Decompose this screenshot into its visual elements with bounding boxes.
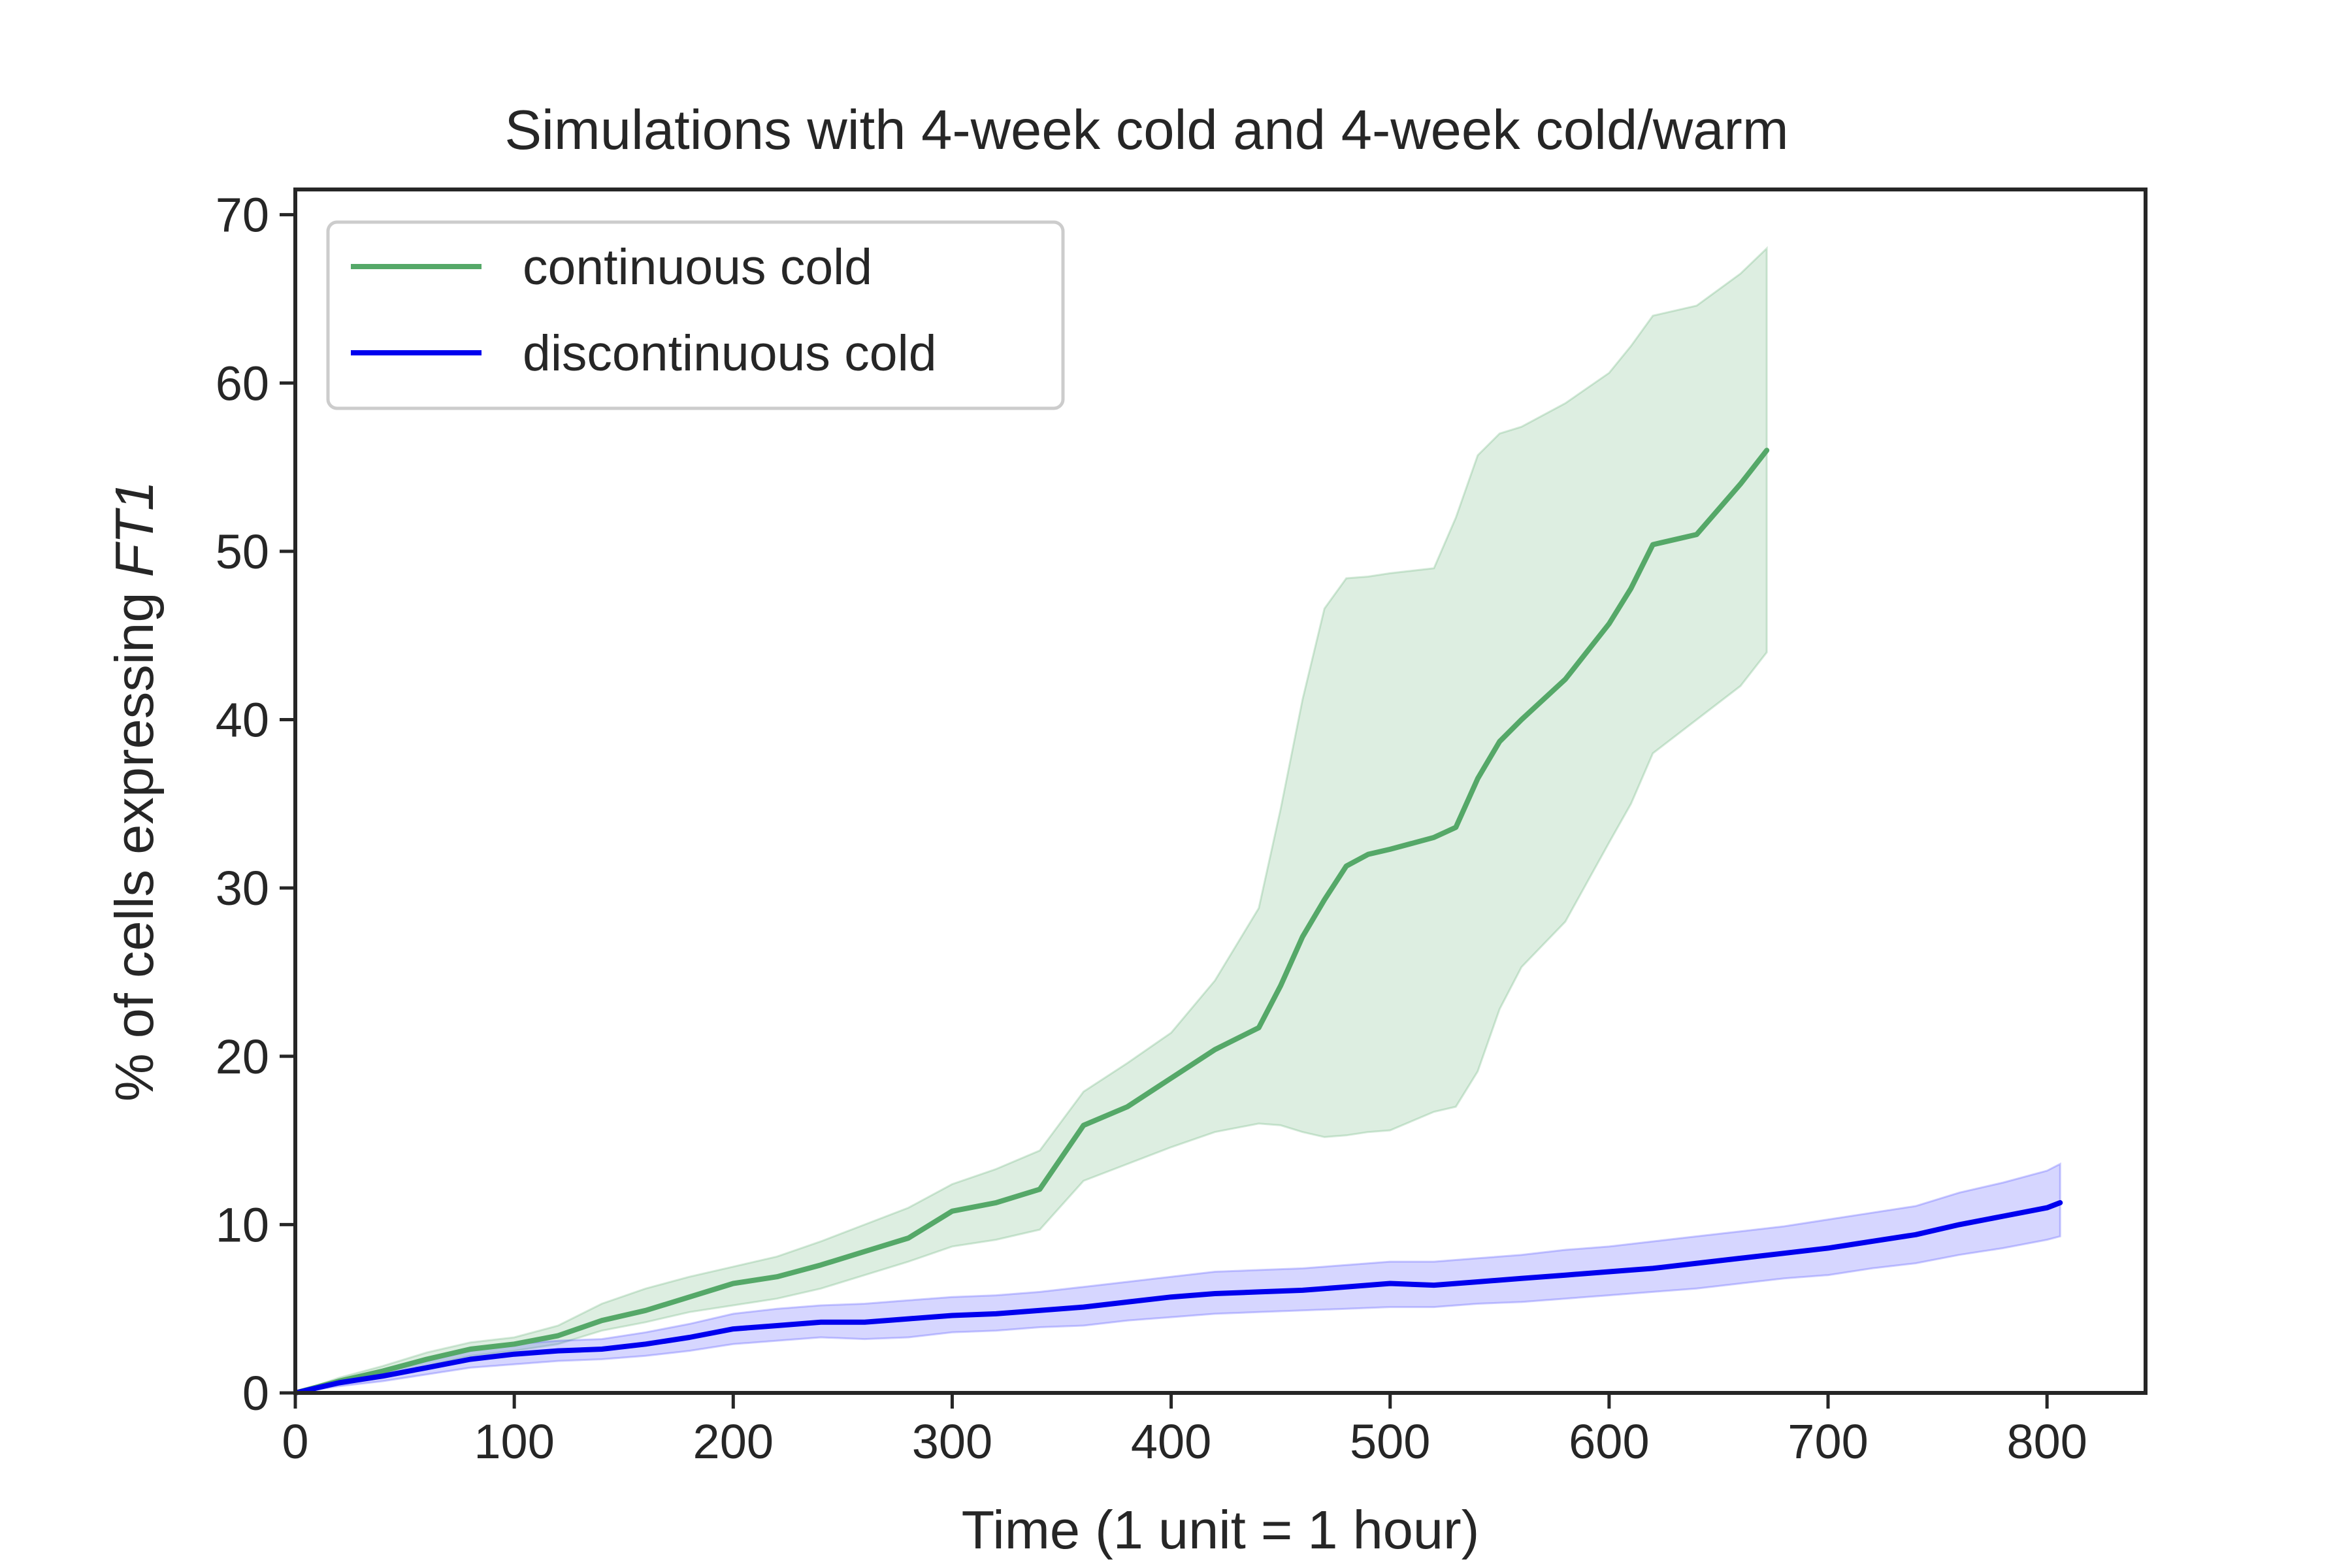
x-tick-label: 700	[1788, 1414, 1868, 1469]
line-continuous-cold	[293, 448, 1770, 1396]
y-tick-label: 70	[216, 188, 269, 242]
y-axis-ticks: 0 10 20 30 40 50 60 70	[216, 188, 295, 1420]
x-axis-label: Time (1 unit = 1 hour)	[962, 1499, 1480, 1560]
x-tick-label: 100	[474, 1414, 554, 1469]
line-discontinuous-cold	[293, 1200, 2063, 1396]
axes-frame	[293, 188, 2148, 1395]
y-tick-label: 10	[216, 1198, 269, 1252]
x-tick-label: 300	[912, 1414, 992, 1469]
y-axis-label-prefix: % of cells expressing	[104, 577, 165, 1102]
legend-box	[326, 220, 1065, 410]
plot-area	[293, 246, 2063, 1396]
y-axis-label-italic: FT1	[104, 481, 165, 578]
x-tick-label: 200	[693, 1414, 774, 1469]
series-lines	[293, 448, 2063, 1396]
y-tick-label: 40	[216, 693, 269, 747]
x-tick-label: 400	[1131, 1414, 1211, 1469]
x-tick-label: 0	[282, 1414, 308, 1469]
x-tick-label: 800	[2006, 1414, 2087, 1469]
legend-label-discontinuous-cold: discontinuous cold	[523, 325, 937, 382]
y-axis-label: % of cells expressing FT1	[104, 481, 165, 1102]
chart-title: Simulations with 4-week cold and 4-week …	[504, 99, 1788, 161]
x-tick-label: 600	[1569, 1414, 1649, 1469]
y-tick-label: 20	[216, 1030, 269, 1084]
x-axis-ticks: 0 100 200 300 400 500 600 700 800	[282, 1393, 2087, 1469]
y-tick-label: 0	[242, 1366, 269, 1420]
y-tick-label: 30	[216, 861, 269, 915]
y-tick-label: 60	[216, 356, 269, 410]
legend-label-continuous-cold: continuous cold	[523, 239, 872, 295]
y-tick-label: 50	[216, 525, 269, 579]
legend: continuous cold discontinuous cold	[326, 220, 1065, 410]
x-tick-label: 500	[1350, 1414, 1430, 1469]
